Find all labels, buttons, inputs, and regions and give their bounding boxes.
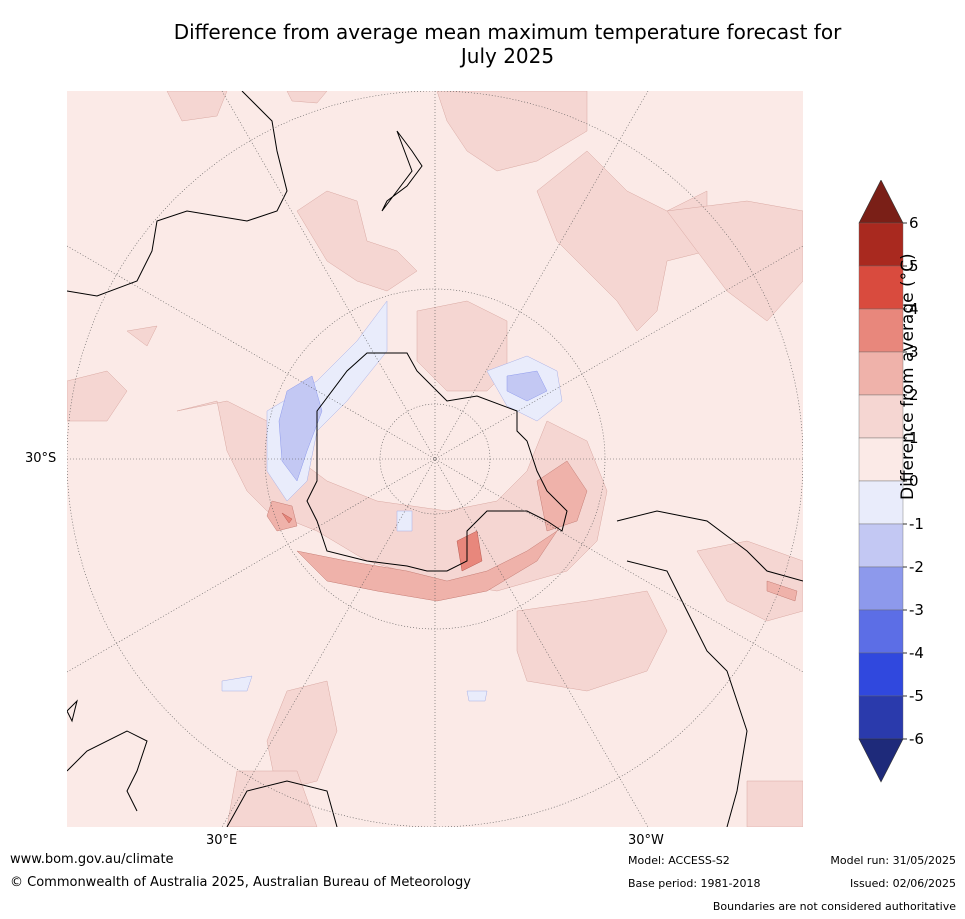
colorbar-swatch — [858, 394, 904, 439]
anomaly-3-4-regions — [281, 512, 483, 572]
map-title: Difference from average mean maximum tem… — [60, 20, 955, 68]
colorbar-tick-label: -3 — [909, 601, 924, 619]
colorbar-swatch — [858, 351, 904, 396]
footer-model-run: Model run: 31/05/2025 — [830, 854, 956, 867]
polar-map — [67, 91, 803, 827]
graticule — [67, 91, 803, 827]
footer-copyright: © Commonwealth of Australia 2025, Austra… — [10, 875, 471, 890]
colorbar-swatch — [858, 308, 904, 353]
lat-label-30s: 30°S — [25, 451, 57, 466]
colorbar-swatches — [858, 180, 904, 783]
title-line-2: July 2025 — [460, 44, 555, 68]
colorbar-tick-label: 1 — [909, 429, 919, 447]
footer-model: Model: ACCESS-S2 — [628, 854, 730, 867]
colorbar-tick-label: -5 — [909, 687, 924, 705]
colorbar-tick-label: -2 — [909, 558, 924, 576]
colorbar-tick-label: 6 — [909, 214, 919, 232]
colorbar: 6 5 4 3 2 1 0 -1 -2 -3 -4 -5 -6 — [858, 180, 924, 783]
colorbar-tick-label: -4 — [909, 644, 924, 662]
colorbar-extend-top — [858, 180, 904, 224]
colorbar-tick-label: -1 — [909, 515, 924, 533]
colorbar-tick-label: 0 — [909, 472, 919, 490]
colorbar-title: Difference from average (°C) — [898, 253, 918, 500]
colorbar-tick-label: 5 — [909, 257, 919, 275]
colorbar-swatch — [858, 222, 904, 267]
colorbar-swatch — [858, 695, 904, 740]
colorbar-swatch — [858, 480, 904, 525]
anomaly-neg-1-2-regions — [278, 370, 548, 482]
colorbar-swatch — [858, 523, 904, 568]
colorbar-ticks: 6 5 4 3 2 1 0 -1 -2 -3 -4 -5 -6 — [903, 214, 924, 748]
colorbar-extend-bottom — [858, 738, 904, 783]
colorbar-tick-label: -6 — [909, 730, 924, 748]
africa-coastline — [67, 730, 338, 827]
footer-disclaimer: Boundaries are not considered authoritat… — [712, 900, 956, 913]
colorbar-swatch — [858, 609, 904, 654]
title-line-1: Difference from average mean maximum tem… — [173, 20, 842, 44]
colorbar-swatch — [858, 566, 904, 611]
south-america-coastline — [616, 510, 803, 827]
colorbar-swatch — [858, 265, 904, 310]
colorbar-tick-label: 4 — [909, 300, 919, 318]
new-zealand-coastline — [381, 130, 423, 212]
colorbar-swatch — [858, 652, 904, 697]
madagascar-coastline — [67, 699, 78, 723]
antarctica-coastline — [306, 352, 568, 572]
anomaly-2-3-regions — [266, 460, 798, 602]
lon-label-30w: 30°W — [628, 833, 664, 848]
footer-issued: Issued: 02/06/2025 — [849, 877, 956, 890]
colorbar-tick-label: 2 — [909, 386, 919, 404]
australia-coastline — [67, 91, 288, 297]
lon-label-30e: 30°E — [206, 833, 238, 848]
footer-website: www.bom.gov.au/climate — [10, 852, 174, 867]
colorbar-tick-label: 3 — [909, 343, 919, 361]
footer-base-period: Base period: 1981-2018 — [628, 877, 761, 890]
colorbar-swatch — [858, 437, 904, 482]
